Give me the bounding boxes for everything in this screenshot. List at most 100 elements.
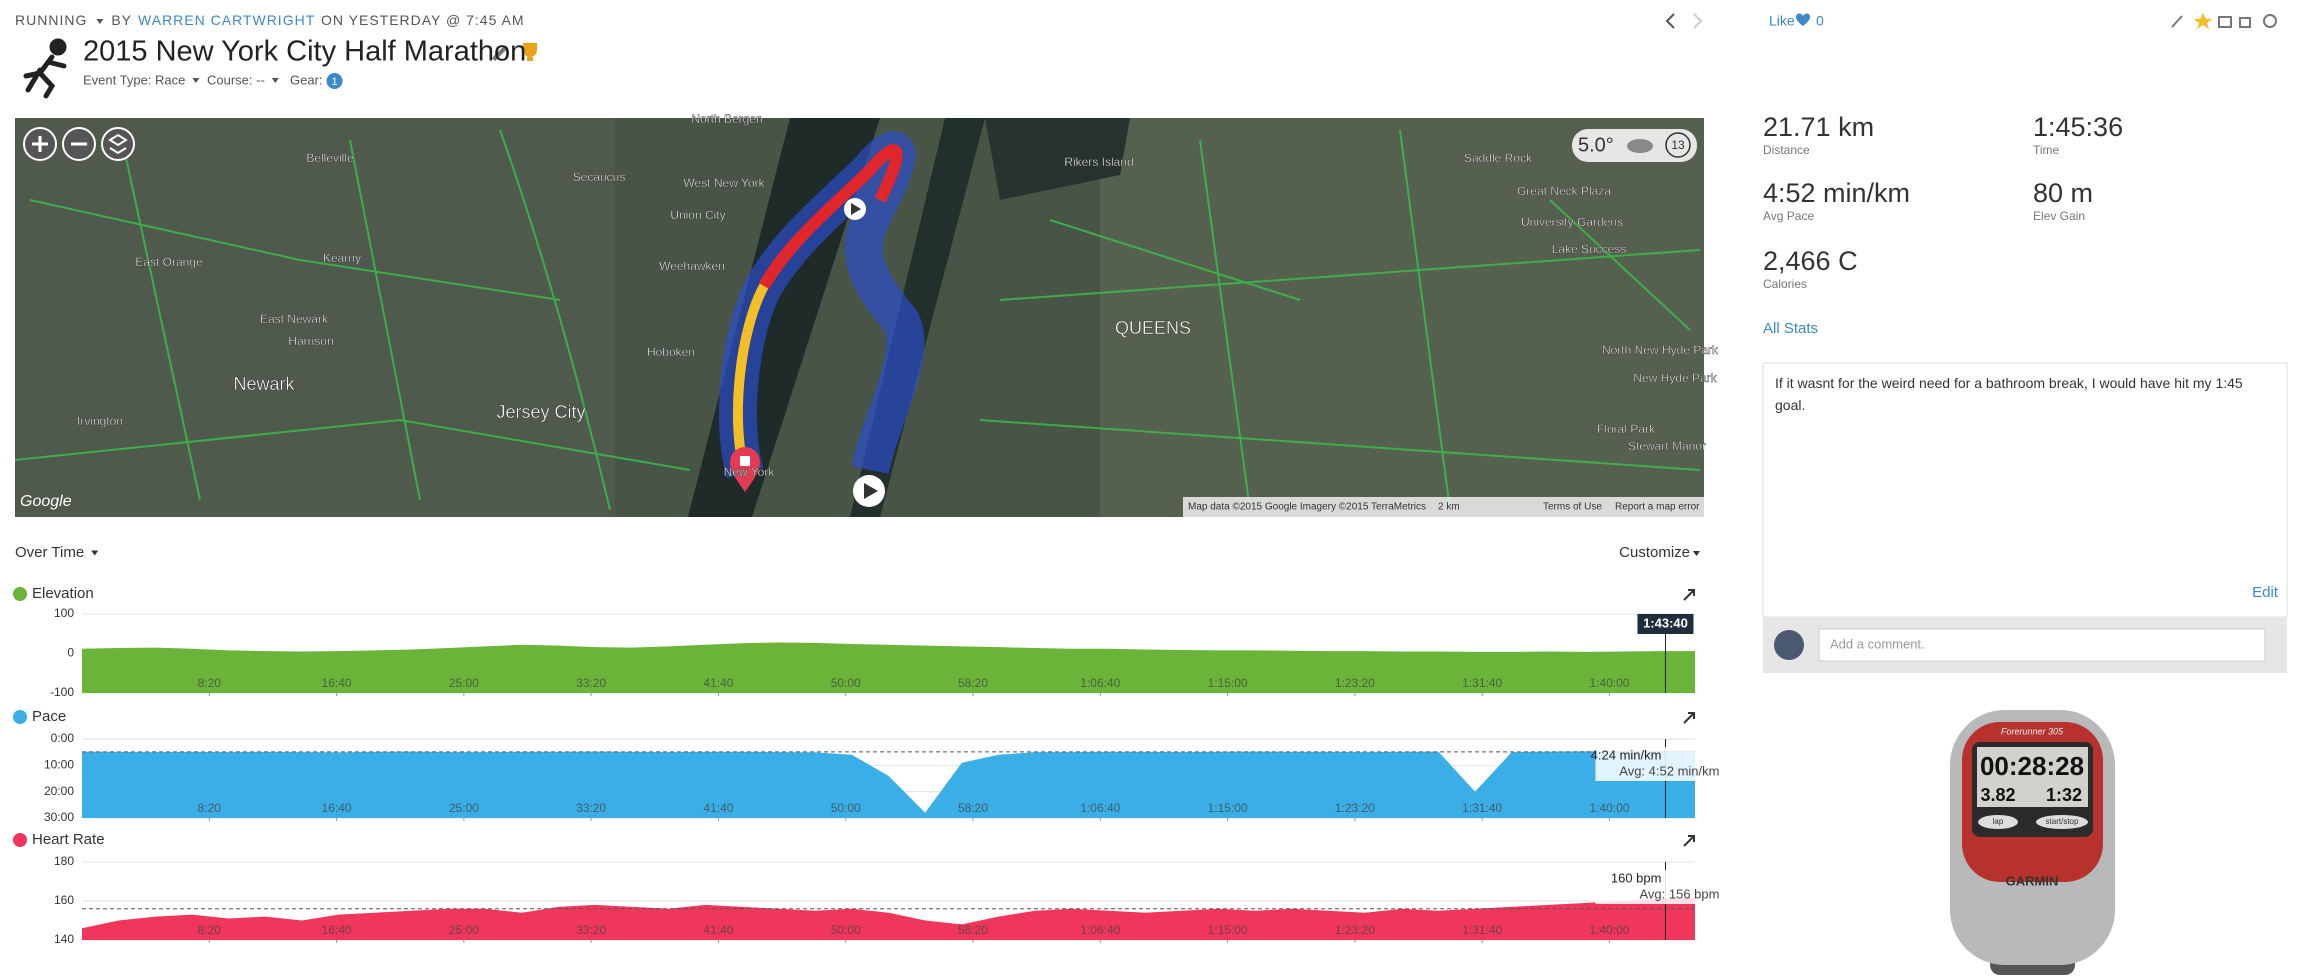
map-label: Great Neck Plaza xyxy=(1517,184,1611,198)
area xyxy=(82,897,1695,940)
view-selector[interactable]: Over Time xyxy=(15,544,84,561)
map-label: Newark xyxy=(233,374,295,394)
trophy-icon xyxy=(523,43,537,61)
x-tick-label: 1:40:00 xyxy=(1589,676,1629,690)
y-tick-label: 0 xyxy=(67,646,74,660)
like-heart[interactable] xyxy=(1796,13,1810,26)
map-label: Harrison xyxy=(288,334,333,348)
map-footer: 2 km xyxy=(1438,502,1460,513)
like-count: 0 xyxy=(1816,13,1824,29)
note-text: If it wasnt for the weird need for a bat… xyxy=(1775,375,2243,413)
cursor-time: 1:43:40 xyxy=(1643,615,1688,630)
y-tick-label: 0:00 xyxy=(51,731,75,745)
expand-icon[interactable] xyxy=(1683,589,1695,601)
x-tick-label: 25:00 xyxy=(449,801,479,815)
x-tick-label: 50:00 xyxy=(831,676,861,690)
map-label: Weehawken xyxy=(659,259,725,273)
x-tick-label: 58:20 xyxy=(958,801,988,815)
edit-link[interactable]: Edit xyxy=(2252,584,2279,601)
x-tick-label: 16:40 xyxy=(322,923,352,937)
device-pace: 1:32 xyxy=(2046,785,2082,805)
map-label: Kearny xyxy=(323,251,361,265)
map-label: North New Hyde Park xyxy=(1602,343,1719,357)
chart-title: Heart Rate xyxy=(32,831,105,848)
map-label: Secaucus xyxy=(573,170,626,184)
caret xyxy=(271,77,279,83)
area xyxy=(82,642,1695,693)
stat-label: Elev Gain xyxy=(2033,209,2085,223)
x-tick-label: 1:40:00 xyxy=(1589,801,1629,815)
x-tick-label: 16:40 xyxy=(322,801,352,815)
stat-label: Time xyxy=(2033,143,2060,157)
x-tick-label: 1:31:40 xyxy=(1462,801,1502,815)
x-tick-label: 1:31:40 xyxy=(1462,676,1502,690)
header-part: WARREN CARTWRIGHT xyxy=(138,12,315,28)
map-label: East Orange xyxy=(135,255,203,269)
caret xyxy=(192,77,200,83)
y-tick-label: 160 xyxy=(54,893,74,907)
stat-value: 80 m xyxy=(2033,178,2093,208)
like[interactable]: Like xyxy=(1769,13,1795,29)
customize[interactable]: Customize xyxy=(1619,544,1690,561)
stat-label: Avg Pace xyxy=(1763,209,1814,223)
x-tick-label: 1:06:40 xyxy=(1080,923,1120,937)
map-label: New York xyxy=(724,465,776,479)
map-label: QUEENS xyxy=(1115,318,1191,338)
cursor-label: 160 bpm xyxy=(1611,870,1662,885)
stat-value: 2,466 C xyxy=(1763,246,1858,276)
device-image xyxy=(1950,710,2115,975)
map-footer: Report a map error xyxy=(1615,502,1700,513)
header-part: ON YESTERDAY @ 7:45 AM xyxy=(321,12,525,28)
x-tick-label: 50:00 xyxy=(831,801,861,815)
avatar xyxy=(1774,630,1804,660)
toolbar-icons[interactable] xyxy=(2171,13,2277,29)
x-tick-label: 1:06:40 xyxy=(1080,676,1120,690)
x-tick-label: 8:20 xyxy=(198,676,222,690)
edit-icon[interactable] xyxy=(492,46,507,61)
map-label: University Gardens xyxy=(1521,215,1623,229)
comment-input[interactable] xyxy=(1818,628,2266,662)
map-footer: Map data ©2015 Google Imagery ©2015 Terr… xyxy=(1188,502,1426,513)
x-tick-label: 33:20 xyxy=(576,676,606,690)
weather-temp: 5.0° xyxy=(1578,134,1614,156)
y-tick-label: 100 xyxy=(54,606,74,620)
map-label: Stewart Manor xyxy=(1628,439,1706,453)
stat-value: 1:45:36 xyxy=(2033,112,2123,142)
map-label: Floral Park xyxy=(1597,422,1656,436)
all-stats-link[interactable]: All Stats xyxy=(1763,320,1818,337)
map-footer: Terms of Use xyxy=(1543,502,1602,513)
map-label: Union City xyxy=(670,208,725,222)
gear: Gear: xyxy=(290,72,323,87)
x-tick-label: 16:40 xyxy=(322,676,352,690)
event-type: Event Type: Race xyxy=(83,72,185,87)
next-arrow[interactable] xyxy=(1693,13,1703,29)
y-tick-label: 10:00 xyxy=(44,758,74,772)
map-label: Hoboken xyxy=(647,345,695,359)
device-brand: GARMIN xyxy=(2006,873,2059,888)
x-tick-label: 50:00 xyxy=(831,923,861,937)
cursor-label: 4:24 min/km xyxy=(1591,747,1662,762)
x-tick-label: 41:40 xyxy=(703,923,733,937)
prev-arrow[interactable] xyxy=(1665,13,1675,29)
page-title: 2015 New York City Half Marathon xyxy=(83,36,526,68)
x-tick-label: 58:20 xyxy=(958,676,988,690)
y-tick-label: 140 xyxy=(54,932,74,946)
x-tick-label: 1:40:00 xyxy=(1589,923,1629,937)
area xyxy=(82,750,1695,818)
map-label: East Newark xyxy=(260,312,329,326)
note-box xyxy=(1762,362,2288,618)
x-tick-label: 33:20 xyxy=(576,801,606,815)
device-time: 00:28:28 xyxy=(1980,751,2084,781)
stat-value: 4:52 min/km xyxy=(1763,178,1910,208)
tooltip-box xyxy=(1595,747,1722,781)
average-label: Avg: 156 bpm xyxy=(1639,886,1719,901)
x-tick-label: 41:40 xyxy=(703,801,733,815)
expand-icon[interactable] xyxy=(1683,835,1695,847)
weather-badge: 13 xyxy=(1671,138,1685,152)
x-tick-label: 1:15:00 xyxy=(1208,801,1248,815)
device-model: Forerunner 305 xyxy=(2001,726,2064,736)
x-tick-label: 1:06:40 xyxy=(1080,801,1120,815)
y-tick-label: 30:00 xyxy=(44,810,74,824)
expand-icon[interactable] xyxy=(1683,712,1695,724)
